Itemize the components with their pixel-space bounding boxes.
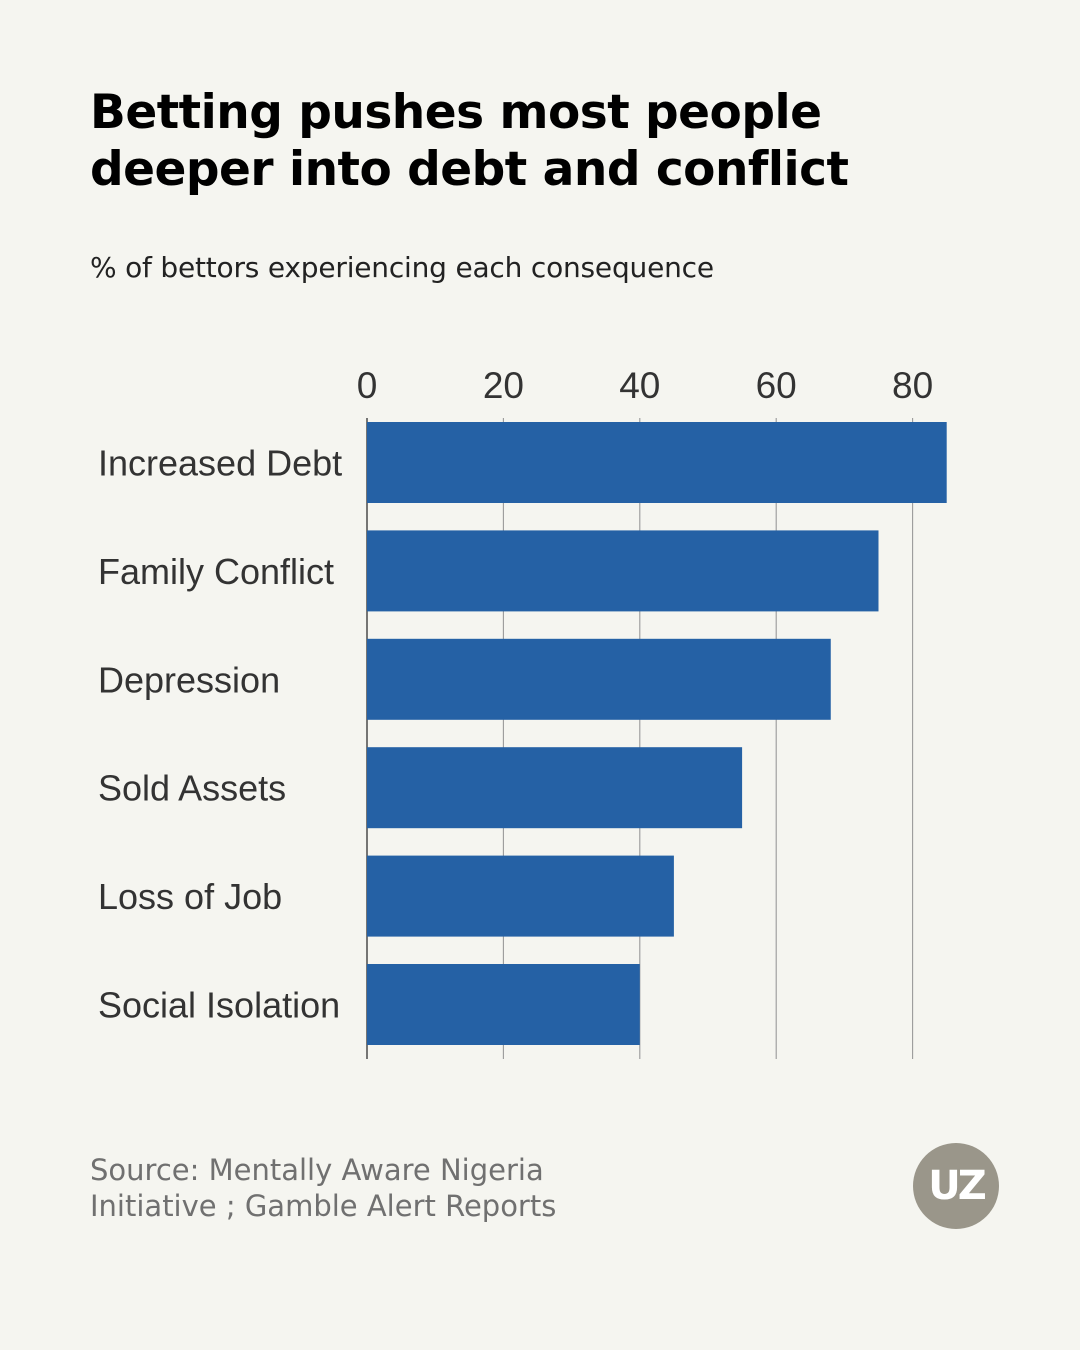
chart-title: Betting pushes most people deeper into d…	[90, 84, 990, 198]
category-label: Increased Debt	[98, 443, 342, 484]
bar	[367, 964, 640, 1045]
source-note: Source: Mentally Aware Nigeria Initiativ…	[90, 1152, 610, 1224]
uz-logo-text: UZ	[928, 1163, 987, 1209]
x-tick-label: 40	[619, 365, 660, 406]
x-tick-label: 0	[357, 365, 378, 406]
chart-subtitle: % of bettors experiencing each consequen…	[90, 251, 714, 284]
bar	[367, 422, 947, 503]
category-label: Depression	[98, 659, 280, 700]
bar-chart: 0 20 40 60 80 Increased Debt Family Conflict De…	[98, 365, 947, 1059]
bar	[367, 530, 879, 612]
source-line-2: Initiative ; Gamble Alert Reports	[90, 1189, 557, 1223]
bar	[367, 855, 674, 937]
category-label: Family Conflict	[98, 551, 334, 592]
bar	[367, 638, 831, 720]
source-line-1: Source: Mentally Aware Nigeria	[90, 1153, 544, 1187]
uz-logo: UZ	[913, 1143, 999, 1229]
bar	[367, 747, 743, 829]
category-label: Sold Assets	[98, 768, 286, 809]
category-label: Loss of Job	[98, 876, 282, 917]
x-tick-label: 20	[483, 365, 524, 406]
category-label: Social Isolation	[98, 985, 340, 1026]
x-tick-label: 80	[892, 365, 933, 406]
x-tick-label: 60	[756, 365, 797, 406]
chart-title-line-1: Betting pushes most people	[90, 85, 822, 140]
chart-title-line-2: deeper into debt and conflict	[90, 142, 849, 197]
